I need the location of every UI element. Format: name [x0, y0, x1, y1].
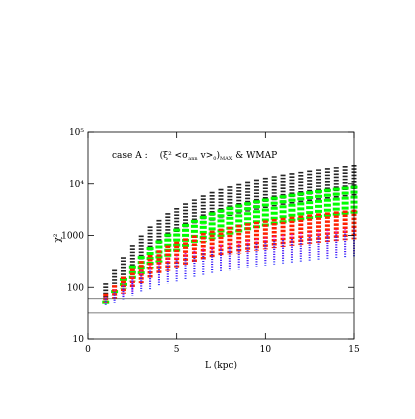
series [104, 232, 355, 306]
annotation: case A : (ξ² <σann v>0)MAX & WMAP [112, 150, 277, 162]
annotation-part: & WMAP [235, 151, 277, 161]
series [103, 165, 357, 299]
x-tick-label: 10 [260, 345, 272, 355]
y-tick-label: 10 [73, 335, 85, 345]
y-tick-label: 10⁴ [69, 180, 84, 190]
annotation-part: (ξ² <σ [160, 150, 189, 161]
annotation-part: v> [200, 151, 214, 161]
x-tick-label: 0 [85, 345, 91, 355]
annotation-part: ) [216, 150, 220, 161]
x-tick-label: 5 [174, 345, 180, 355]
x-axis-label: L (kpc) [205, 360, 237, 371]
y-tick-label: 1000 [61, 232, 84, 242]
x-tick-label: 15 [348, 345, 360, 355]
annotation-part: ann [188, 156, 198, 162]
y-axis-label: χ² [53, 233, 63, 242]
y-tick-label: 100 [67, 283, 84, 293]
annotation-part: MAX [220, 156, 233, 162]
annotation-part: 0 [213, 156, 216, 162]
annotation-part: case A : [112, 151, 148, 161]
y-tick-label: 10⁵ [69, 128, 84, 138]
